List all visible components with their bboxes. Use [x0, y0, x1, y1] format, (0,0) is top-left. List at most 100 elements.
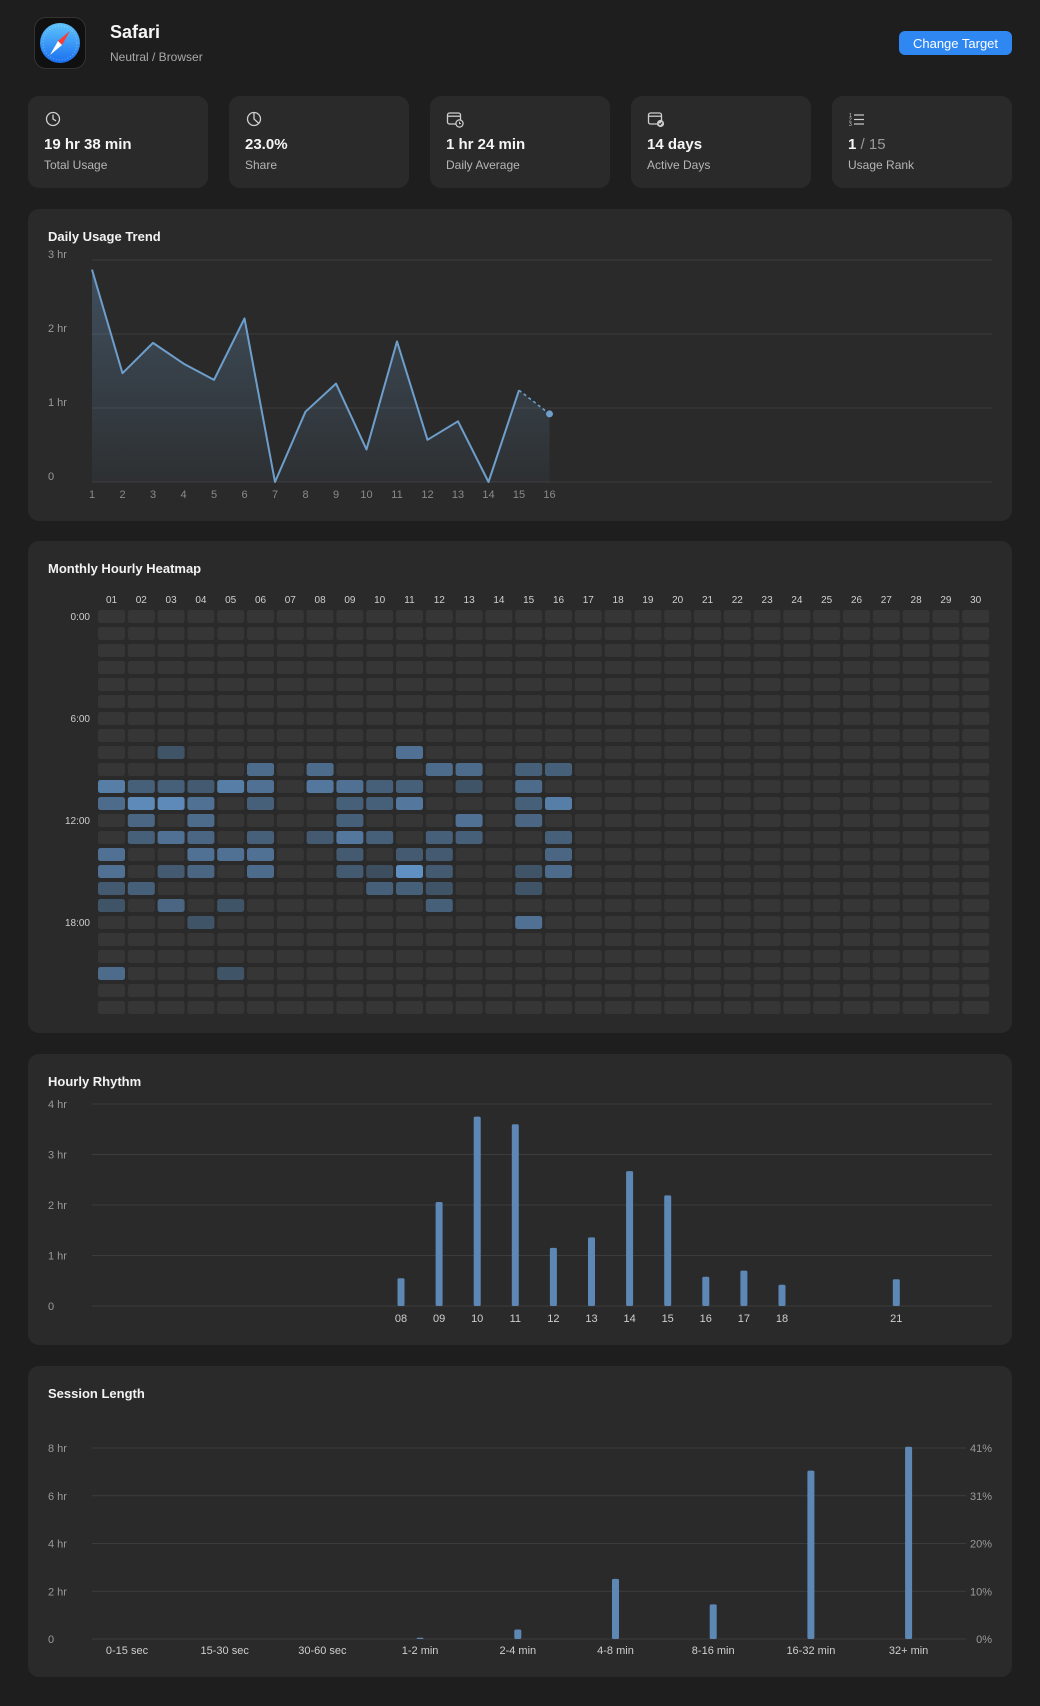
heatmap-cell — [783, 780, 811, 793]
heatmap-cell — [783, 899, 811, 912]
heatmap-cell — [187, 950, 215, 963]
stat-card-share: 23.0% Share — [229, 96, 409, 188]
heatmap-cell — [723, 678, 751, 691]
heatmap-cell — [187, 882, 215, 895]
heatmap-cell — [157, 967, 185, 980]
heatmap-cell-active — [545, 831, 572, 844]
app-category: Neutral / Browser — [110, 50, 203, 64]
heatmap-cell — [694, 848, 721, 861]
heatmap-cell — [843, 984, 870, 997]
heatmap-cell — [604, 967, 632, 980]
heatmap-cell — [634, 746, 662, 759]
heatmap-cell-active — [336, 865, 364, 878]
heatmap-cell — [515, 695, 543, 708]
heatmap-cell — [932, 780, 960, 793]
heatmap-cell — [604, 882, 632, 895]
y-tick-label: 2 hr — [48, 1586, 67, 1598]
heatmap-cell — [813, 644, 841, 657]
heatmap-cell — [932, 865, 960, 878]
heatmap-cell — [217, 712, 245, 725]
heatmap-cell — [247, 814, 274, 827]
heatmap-cell — [604, 899, 632, 912]
x-tick-label: 4-8 min — [597, 1645, 634, 1657]
heatmap-cell — [843, 933, 870, 946]
heatmap-cell — [98, 831, 125, 844]
heatmap-cell — [515, 678, 543, 691]
heatmap-cell — [634, 661, 662, 674]
heatmap-cell — [664, 797, 692, 810]
heatmap-cell — [604, 831, 632, 844]
heatmap-cell — [247, 916, 274, 929]
change-target-button[interactable]: Change Target — [899, 31, 1012, 55]
heatmap-cell — [604, 797, 632, 810]
day-label: 16 — [553, 595, 565, 606]
ranked-list-icon: 1 2 3 — [849, 113, 864, 128]
heatmap-cell — [574, 644, 602, 657]
heatmap-cell — [664, 967, 692, 980]
heatmap-cell — [664, 627, 692, 640]
heatmap-cell — [425, 780, 453, 793]
heatmap-cell — [664, 933, 692, 946]
heatmap-cell — [276, 644, 304, 657]
x-tick-label: 09 — [433, 1313, 445, 1325]
stat-card-total-usage: 19 hr 38 min Total Usage — [28, 96, 208, 188]
day-label: 01 — [106, 595, 118, 606]
heatmap-cell — [336, 899, 364, 912]
heatmap-cell — [664, 865, 692, 878]
heatmap-cell — [872, 644, 900, 657]
heatmap-cell-active — [336, 780, 364, 793]
heatmap-cell — [902, 984, 930, 997]
x-tick-label: 8 — [302, 489, 308, 501]
heatmap-cell — [306, 729, 334, 742]
heatmap-cell — [694, 984, 721, 997]
heatmap-cell — [962, 814, 990, 827]
heatmap-cell — [962, 916, 990, 929]
heatmap-cell — [843, 746, 870, 759]
heatmap-cell — [425, 967, 453, 980]
stat-label: Usage Rank — [848, 158, 915, 172]
heatmap-cell — [574, 967, 602, 980]
heatmap-cell — [664, 848, 692, 861]
heatmap-cell — [664, 882, 692, 895]
stat-value: 14 days — [647, 136, 703, 153]
heatmap-cell — [306, 882, 334, 895]
day-label: 20 — [672, 595, 684, 606]
day-label: 17 — [583, 595, 595, 606]
heatmap-cell — [455, 899, 483, 912]
heatmap-cell-active — [396, 746, 423, 759]
heatmap-cell — [932, 695, 960, 708]
heatmap-cell — [634, 780, 662, 793]
heatmap-cell — [723, 831, 751, 844]
heatmap-cell — [664, 831, 692, 844]
app-name: Safari — [110, 22, 161, 42]
heatmap-cell — [723, 746, 751, 759]
heatmap-cell — [574, 865, 602, 878]
stat-card-usage-rank: 1 2 3 1 / 15 Usage Rank — [832, 96, 1012, 188]
heatmap-cell — [515, 610, 543, 623]
heatmap-cell — [515, 899, 543, 912]
heatmap-cell — [783, 627, 811, 640]
heatmap-cell — [783, 797, 811, 810]
heatmap-cell — [843, 610, 870, 623]
x-tick-label: 14 — [623, 1313, 635, 1325]
y-tick-label-right: 41% — [970, 1443, 992, 1455]
heatmap-cell — [664, 950, 692, 963]
heatmap-cell — [396, 831, 423, 844]
heatmap-cell-active — [247, 848, 274, 861]
heatmap-cell — [872, 1001, 900, 1014]
heatmap-cell — [694, 831, 721, 844]
monthly-hourly-heatmap-panel: Monthly Hourly Heatmap 01 02 03 04 05 06 07 08 0… — [28, 541, 1012, 1033]
trend-projected-segment — [518, 389, 550, 415]
heatmap-cell — [813, 933, 841, 946]
heatmap-cell-active — [515, 916, 543, 929]
heatmap-cell — [664, 729, 692, 742]
heatmap-cell — [634, 644, 662, 657]
heatmap-cell — [396, 729, 423, 742]
heatmap-cell — [574, 678, 602, 691]
heatmap-cell — [902, 1001, 930, 1014]
heatmap-cell — [98, 610, 125, 623]
heatmap-cell — [813, 899, 841, 912]
heatmap-cell — [694, 865, 721, 878]
heatmap-cell — [723, 1001, 751, 1014]
heatmap-cell — [604, 763, 632, 776]
